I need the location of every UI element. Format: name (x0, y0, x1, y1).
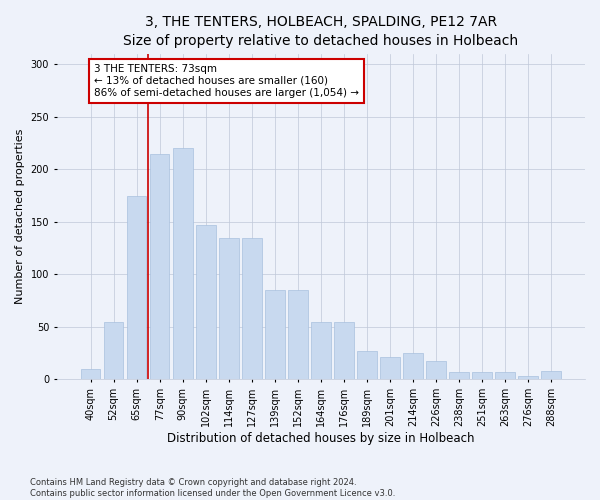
Bar (127, 196, 146, 380)
Bar (449, 372, 469, 380)
Bar (288, 290, 308, 380)
Bar (518, 376, 538, 380)
Bar (81, 369, 100, 380)
X-axis label: Distribution of detached houses by size in Holbeach: Distribution of detached houses by size … (167, 432, 475, 445)
Bar (472, 372, 492, 380)
Title: 3, THE TENTERS, HOLBEACH, SPALDING, PE12 7AR
Size of property relative to detach: 3, THE TENTERS, HOLBEACH, SPALDING, PE12… (124, 15, 518, 48)
Text: 3 THE TENTERS: 73sqm
← 13% of detached houses are smaller (160)
86% of semi-deta: 3 THE TENTERS: 73sqm ← 13% of detached h… (94, 64, 359, 98)
Bar (311, 322, 331, 380)
Bar (357, 351, 377, 380)
Y-axis label: Number of detached properties: Number of detached properties (15, 129, 25, 304)
Bar (541, 371, 561, 380)
Bar (219, 238, 239, 380)
Bar (104, 322, 124, 380)
Text: Contains HM Land Registry data © Crown copyright and database right 2024.
Contai: Contains HM Land Registry data © Crown c… (30, 478, 395, 498)
Bar (334, 322, 354, 380)
Bar (196, 225, 215, 380)
Bar (242, 238, 262, 380)
Bar (426, 360, 446, 380)
Bar (150, 154, 169, 380)
Bar (403, 353, 423, 380)
Bar (173, 148, 193, 380)
Bar (496, 372, 515, 380)
Bar (265, 290, 284, 380)
Bar (380, 358, 400, 380)
